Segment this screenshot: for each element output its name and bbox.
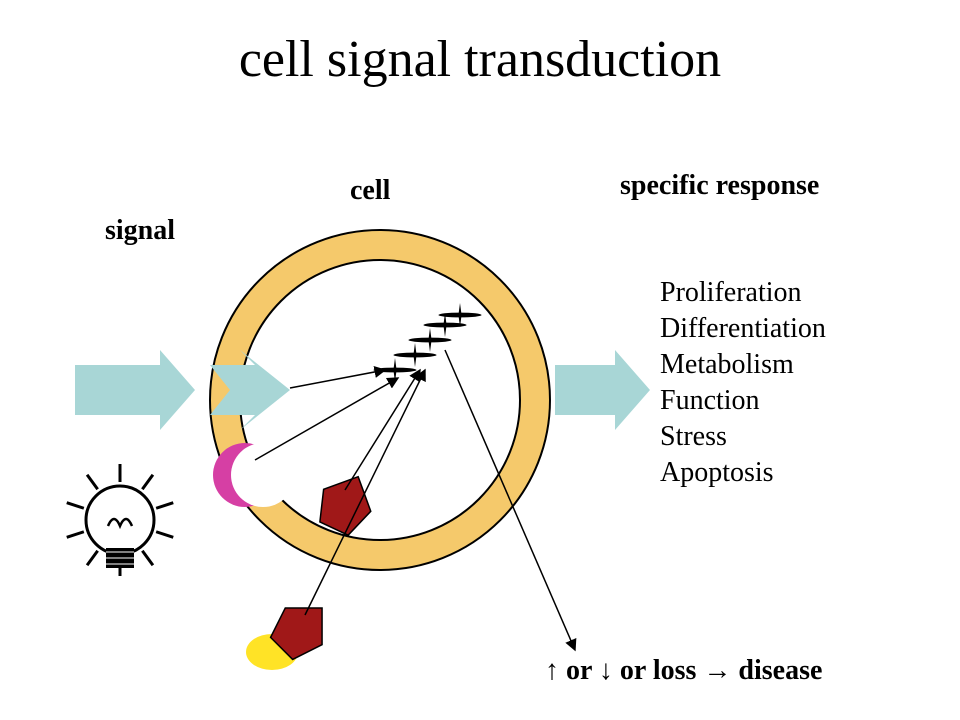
diagram-svg bbox=[0, 0, 960, 720]
